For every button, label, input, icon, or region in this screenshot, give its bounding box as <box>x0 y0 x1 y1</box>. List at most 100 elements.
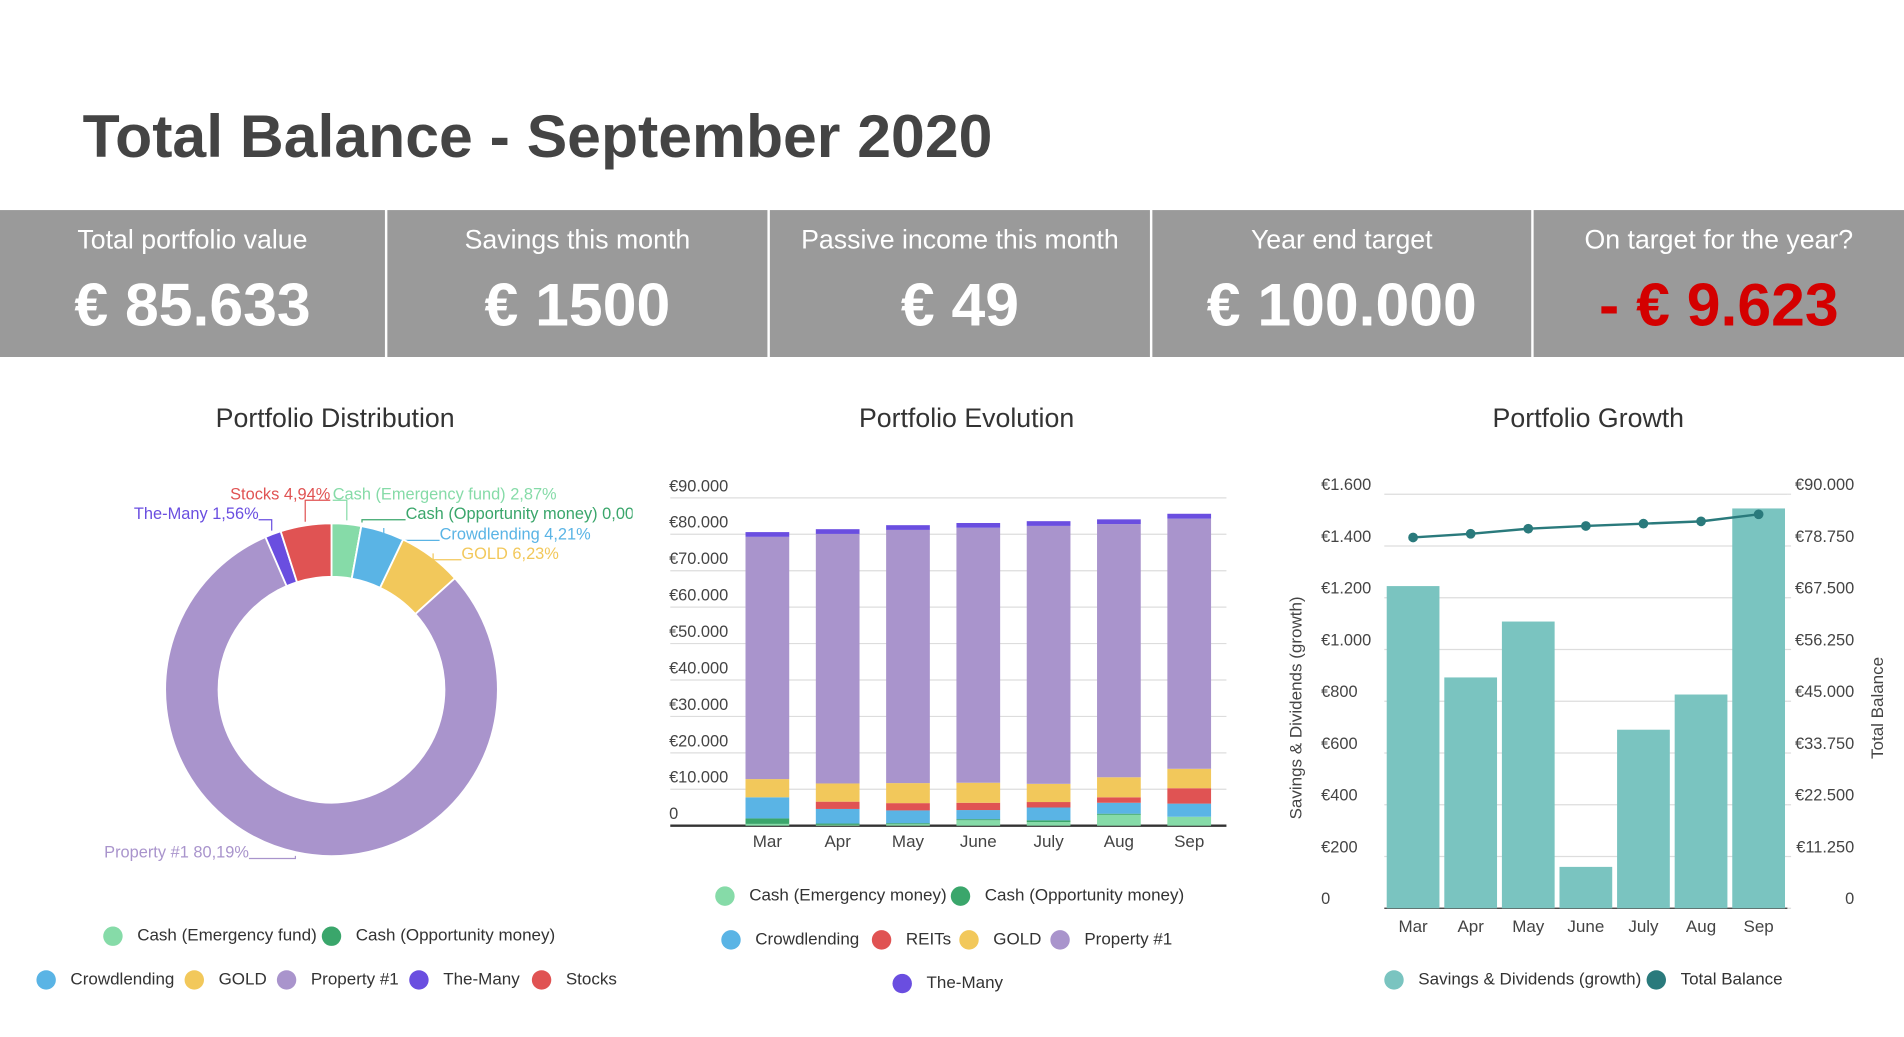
legend-label: Crowdlending <box>755 929 859 948</box>
legend-label: Property #1 <box>1084 929 1172 948</box>
legend-label: Crowdlending <box>70 969 174 988</box>
y2-tick-label: €11.250 <box>1796 838 1854 856</box>
leader-line <box>432 553 462 561</box>
legend-swatch <box>1384 970 1404 990</box>
kpi-label: Savings this month <box>465 225 691 255</box>
legend-label: Cash (Opportunity money) <box>985 886 1184 905</box>
legend-swatch <box>1050 930 1070 950</box>
x-tick-label: Apr <box>1457 917 1484 936</box>
legend-swatch <box>276 970 297 990</box>
line-point <box>1408 532 1418 543</box>
kpi-value: € 49 <box>901 271 1019 339</box>
legend-label: Cash (Emergency fund) <box>137 926 317 945</box>
slice-name: The-Many <box>134 505 209 523</box>
y-tick-label: €800 <box>1321 683 1357 701</box>
bar-segment <box>1097 777 1141 798</box>
bar-segment <box>745 797 790 819</box>
bar <box>1501 621 1555 909</box>
leader-line <box>332 499 348 521</box>
y2-tick-label: €22.500 <box>1795 787 1854 805</box>
kpi-label: On target for the year? <box>1584 225 1853 255</box>
legend-label: Total Balance <box>1681 969 1783 988</box>
bar-segment <box>815 529 860 534</box>
slice-name: Crowdlending <box>440 526 540 544</box>
legend-swatch <box>721 930 741 950</box>
slice-name: GOLD <box>461 545 508 563</box>
slice-value: 80,19% <box>193 844 249 862</box>
bar-segment <box>1026 783 1071 803</box>
bar <box>1386 586 1440 909</box>
bar-segment <box>1097 814 1141 826</box>
y-tick-label: €1.000 <box>1321 631 1371 649</box>
bar-segment <box>1097 797 1141 803</box>
bar-segment <box>745 823 790 826</box>
kpi-value: - € 9.623 <box>1599 271 1839 339</box>
y-tick-label: €70.000 <box>669 550 728 568</box>
line-point <box>1465 528 1476 539</box>
leader-line <box>258 519 273 531</box>
bar-segment <box>815 808 860 824</box>
evolution-chart: Portfolio Evolution 0 €10.000 €20.000 €30.00… <box>669 403 1227 994</box>
pie-slice <box>164 535 499 857</box>
x-tick-label: Aug <box>1686 917 1716 936</box>
legend-swatch <box>950 886 971 906</box>
y2-tick-label: 0 <box>1845 890 1854 908</box>
y2-tick-label: €90.000 <box>1795 476 1854 494</box>
legend-swatch <box>1646 970 1666 990</box>
y-tick-label: €10.000 <box>669 769 728 787</box>
y-tick-label: €200 <box>1321 838 1357 856</box>
y-tick-label: €600 <box>1321 735 1357 753</box>
kpi-value: € 85.633 <box>74 271 310 339</box>
x-tick-label: Mar <box>753 832 783 851</box>
leader-line <box>383 527 440 541</box>
legend-swatch <box>871 930 892 950</box>
y2-tick-label: €45.000 <box>1795 683 1854 701</box>
legend-swatch <box>36 970 56 990</box>
legend-swatch <box>321 926 342 946</box>
kpi-value: € 1500 <box>485 271 671 339</box>
bar-segment <box>1097 524 1141 778</box>
slice-name: Cash (Opportunity money) <box>406 505 598 523</box>
bar-segment <box>886 529 930 784</box>
bar-segment <box>956 802 1001 811</box>
x-tick-label: Apr <box>824 832 851 851</box>
y-axis-title: Savings & Dividends (growth) <box>1286 596 1305 819</box>
chart-title: Portfolio Evolution <box>859 403 1074 433</box>
bar-segment <box>1026 521 1071 526</box>
x-tick-label: July <box>1033 832 1064 851</box>
bar-segment <box>886 824 930 826</box>
x-tick-label: Sep <box>1744 917 1774 936</box>
slice-value: 2,87% <box>510 486 556 504</box>
bar-segment <box>815 824 860 826</box>
bar-segment <box>1026 822 1071 826</box>
bar-segment <box>956 522 1001 528</box>
y-tick-label: €50.000 <box>669 623 728 641</box>
bar-segment <box>886 803 930 811</box>
x-tick-label: May <box>892 832 925 851</box>
legend-label: Cash (Emergency money) <box>749 886 946 905</box>
legend-swatch <box>409 970 429 990</box>
kpi-card <box>1533 210 1904 357</box>
slice-value: 6,23% <box>512 545 558 563</box>
x-tick-label: June <box>960 832 997 851</box>
slice-label: Stocks 4,94% <box>230 486 330 504</box>
y-tick-label: 0 <box>1321 890 1330 908</box>
y-tick-label: €40.000 <box>669 659 728 677</box>
y2-axis-title: Total Balance <box>1868 657 1887 759</box>
bar-segment <box>886 810 930 824</box>
bar-segment <box>886 823 930 825</box>
bar-segment <box>745 779 790 798</box>
kpi-card <box>1152 210 1532 357</box>
y-tick-label: €60.000 <box>669 587 728 605</box>
slice-label: Cash (Opportunity money) 0,00% <box>406 505 649 523</box>
slice-label: Property #1 80,19% <box>104 844 249 862</box>
line-point <box>1523 523 1534 534</box>
x-tick-label: July <box>1628 917 1659 936</box>
bar-segment <box>1097 813 1141 815</box>
legend-label: The-Many <box>927 973 1004 992</box>
bar <box>1559 866 1613 909</box>
y-tick-label: 0 <box>669 805 678 823</box>
kpi-card <box>0 210 385 357</box>
bar-segment <box>815 801 860 809</box>
bar-segment <box>956 820 1001 826</box>
